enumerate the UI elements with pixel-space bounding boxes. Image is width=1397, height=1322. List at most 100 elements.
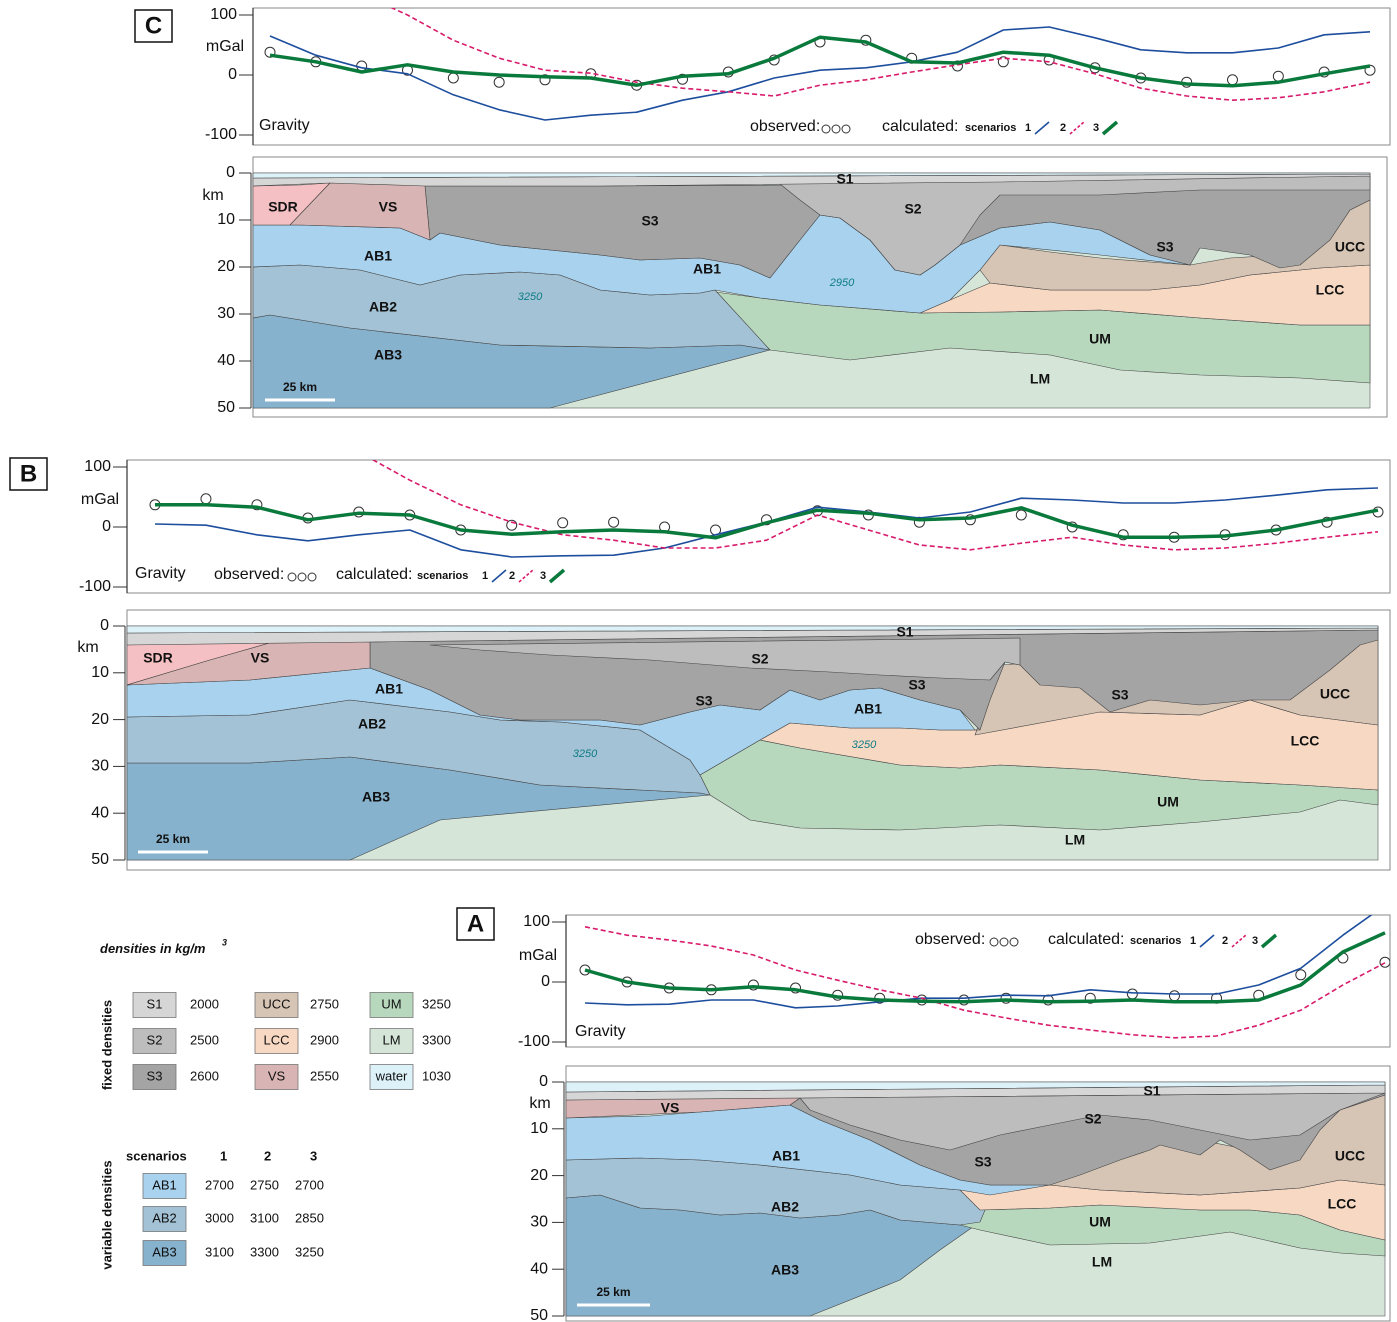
observed-point <box>558 518 568 528</box>
legend-label: observed: <box>915 931 985 948</box>
y-unit: mGal <box>206 38 244 55</box>
legend-label: 3 <box>1252 935 1258 947</box>
legend-symbol <box>288 573 296 581</box>
legend-density: 2750 <box>310 996 339 1011</box>
y-tick-label: 50 <box>217 399 235 416</box>
layer-label: LCC <box>1328 1196 1357 1212</box>
legend-swatch-label: LCC <box>263 1032 289 1047</box>
y-tick-label: 0 <box>539 1073 548 1090</box>
legend-density: 2600 <box>190 1068 219 1083</box>
plot-frame <box>253 8 1390 145</box>
panel-label: Gravity <box>135 565 186 582</box>
y-tick-label: -100 <box>518 1033 550 1050</box>
legend-swatch-label: S1 <box>147 996 163 1011</box>
layer-label: AB1 <box>364 248 392 264</box>
layer-label: S3 <box>1111 687 1128 703</box>
legend-label: calculated: <box>882 118 959 135</box>
layer-label: SDR <box>143 650 173 666</box>
y-unit: km <box>202 187 223 204</box>
legend-label: 1 <box>1190 935 1196 947</box>
panel-letter: A <box>467 910 484 937</box>
fixed-label: fixed densities <box>99 1000 114 1090</box>
observed-point <box>1380 957 1390 967</box>
density-note: 3250 <box>518 291 543 303</box>
layer-label: AB2 <box>369 299 397 315</box>
legend-symbol <box>550 570 564 582</box>
layer-label: LCC <box>1291 733 1320 749</box>
y-unit: mGal <box>81 491 119 508</box>
legend-label: scenarios <box>965 122 1016 134</box>
variable-label: variable densities <box>99 1160 114 1269</box>
layer-label: S3 <box>974 1154 991 1170</box>
legend-label: 1 <box>482 570 488 582</box>
layer-label: S2 <box>904 201 921 217</box>
layer-label: S1 <box>1143 1083 1160 1099</box>
legend-symbol <box>1232 935 1246 947</box>
layer-label: UCC <box>1320 686 1350 702</box>
legend-label: calculated: <box>336 566 413 583</box>
scenario-number: 2 <box>264 1148 271 1163</box>
legend-swatch-label: AB3 <box>152 1244 177 1259</box>
legend-label: 2 <box>1060 122 1066 134</box>
legend-density: 1030 <box>422 1068 451 1083</box>
density-note: 3250 <box>852 739 877 751</box>
legend-symbol <box>1262 935 1276 947</box>
legend-symbol <box>842 125 850 133</box>
legend-density: 2550 <box>310 1068 339 1083</box>
y-tick-label: 10 <box>91 664 109 681</box>
density-note: 3250 <box>573 748 598 760</box>
gravity-line <box>585 905 1385 1008</box>
layer-label: AB2 <box>771 1199 799 1215</box>
legend-swatch-label: AB2 <box>152 1210 177 1225</box>
legend-label: 1 <box>1025 122 1031 134</box>
observed-point <box>1016 510 1026 520</box>
legend-title-text: densities in kg/m <box>100 941 206 956</box>
legend-symbol <box>492 570 506 582</box>
observed-point <box>494 77 504 87</box>
legend-density: 2750 <box>250 1177 279 1192</box>
y-tick-label: 100 <box>84 458 111 475</box>
legend-label: 2 <box>1222 935 1228 947</box>
layer-label: S1 <box>896 624 913 640</box>
observed-point <box>201 494 211 504</box>
layer-label: AB3 <box>362 789 390 805</box>
observed-point <box>1296 970 1306 980</box>
y-unit: mGal <box>519 947 557 964</box>
scenario-number: 1 <box>220 1148 227 1163</box>
layer-label: LM <box>1092 1254 1112 1270</box>
legend-label: calculated: <box>1048 931 1125 948</box>
legend-density: 2900 <box>310 1032 339 1047</box>
y-tick-label: 20 <box>217 258 235 275</box>
legend-title-sup: 3 <box>222 937 227 947</box>
layer-label: AB3 <box>771 1262 799 1278</box>
legend-swatch-label: VS <box>268 1068 286 1083</box>
y-tick-label: 20 <box>530 1167 548 1184</box>
legend-density: 3300 <box>250 1244 279 1259</box>
legend-density: 2850 <box>295 1210 324 1225</box>
scenarios-label: scenarios <box>126 1148 187 1163</box>
legend-symbol <box>990 938 998 946</box>
y-tick-label: 30 <box>91 758 109 775</box>
y-tick-label: 30 <box>217 305 235 322</box>
legend-label: scenarios <box>417 570 468 582</box>
layer-label: AB1 <box>693 261 721 277</box>
panel-letter: B <box>20 460 37 487</box>
y-tick-label: 100 <box>210 6 237 23</box>
legend-density: 2000 <box>190 996 219 1011</box>
legend-label: scenarios <box>1130 935 1181 947</box>
layer-label: UM <box>1089 331 1111 347</box>
legend-symbol <box>519 570 533 582</box>
layer-label: S1 <box>836 171 853 187</box>
layer-label: S3 <box>695 693 712 709</box>
layer-label: AB1 <box>854 701 882 717</box>
scale-bar-label: 25 km <box>596 1285 630 1299</box>
y-tick-label: 0 <box>228 66 237 83</box>
y-tick-label: -100 <box>79 578 111 595</box>
legend-density: 2700 <box>295 1177 324 1192</box>
legend-swatch-label: S2 <box>147 1032 163 1047</box>
y-tick-label: -100 <box>205 126 237 143</box>
observed-point <box>609 517 619 527</box>
legend-density: 2700 <box>205 1177 234 1192</box>
layer-label: AB1 <box>375 681 403 697</box>
legend-swatch-label: LM <box>382 1032 400 1047</box>
